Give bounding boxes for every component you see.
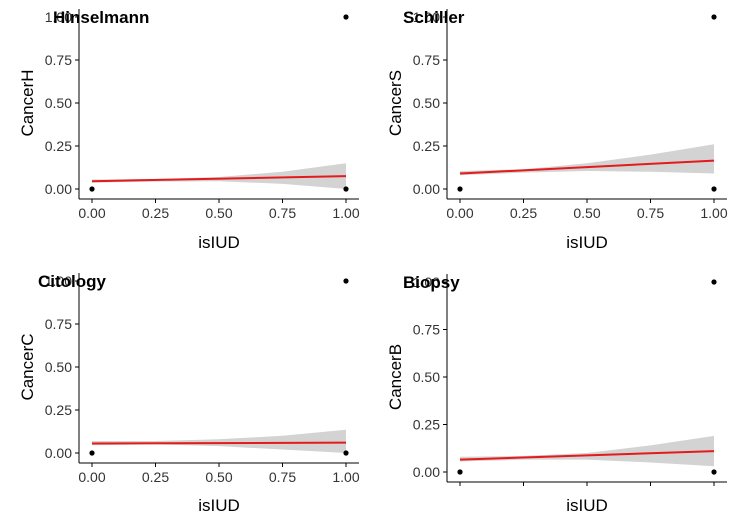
y-tick-label: 1.00: [413, 9, 440, 25]
y-tick-label: 0.00: [413, 464, 440, 480]
fit-line: [91, 175, 347, 183]
panel-biopsy: 0.00 0.25 0.50 0.75 1.00 isIUD CancerB Biopsy: [386, 273, 727, 515]
x-tick-label: 1.00: [332, 205, 359, 221]
x-tick-label: 0.25: [510, 205, 537, 221]
y-tick-label: 0.25: [413, 138, 440, 154]
x-tick-label: 0.75: [269, 469, 296, 485]
y-tick-label: 0.75: [413, 52, 440, 68]
panel-title: Schiller: [403, 8, 465, 27]
confidence-band: [460, 435, 714, 467]
confidence-band: [92, 429, 346, 453]
x-tick-label: 0.75: [269, 205, 296, 221]
x-tick-label: 0.50: [573, 205, 600, 221]
panel-title: Hinselmann: [53, 8, 149, 27]
y-tick-label: 0.50: [45, 359, 72, 375]
y-tick-label: 1.00: [413, 274, 440, 290]
y-tick-label: 0.25: [45, 402, 72, 418]
data-point: [343, 278, 349, 284]
data-point: [711, 186, 717, 192]
y-tick-label: 0.00: [45, 445, 72, 461]
y-tick-label: 0.75: [45, 52, 72, 68]
data-point: [457, 186, 463, 192]
confidence-band: [460, 144, 714, 176]
y-tick-label: 0.75: [45, 316, 72, 332]
x-axis-title: isIUD: [566, 233, 608, 252]
y-axis-title: CancerC: [18, 333, 37, 400]
fit-line: [459, 159, 715, 175]
data-point: [711, 469, 717, 475]
y-tick-label: 0.50: [45, 95, 72, 111]
fit-line: [91, 441, 347, 445]
y-axis-title: CancerH: [18, 69, 37, 136]
y-axis-title: CancerB: [386, 344, 405, 410]
y-axis-title: CancerS: [386, 70, 405, 136]
y-tick-label: 0.00: [45, 181, 72, 197]
y-tick-label: 0.50: [413, 95, 440, 111]
x-tick-label: 1.00: [700, 205, 727, 221]
x-tick-label: 0.25: [142, 205, 169, 221]
data-point: [343, 14, 349, 20]
panel-schiller: 0.00 0.25 0.50 0.75 1.00 0.00 0.25 0.50 0.75 1.00…: [386, 8, 728, 252]
x-tick-label: 0.00: [78, 205, 105, 221]
data-point: [457, 469, 463, 475]
data-point: [89, 186, 95, 192]
data-point: [711, 14, 717, 20]
x-tick-label: 0.00: [446, 205, 473, 221]
x-axis-title: isIUD: [198, 233, 240, 252]
x-tick-label: 1.00: [332, 469, 359, 485]
x-tick-label: 0.75: [637, 205, 664, 221]
y-tick-label: 0.00: [413, 181, 440, 197]
panel-citology: 0.00 0.25 0.50 0.75 1.00 0.00 0.25 0.50 0.75 1.00…: [18, 272, 360, 515]
x-tick-label: 0.50: [205, 205, 232, 221]
x-axis-title: isIUD: [198, 496, 240, 515]
y-tick-label: 1.00: [45, 273, 72, 289]
y-tick-label: 0.50: [413, 369, 440, 385]
data-point: [343, 450, 349, 456]
confidence-band: [92, 163, 346, 189]
panel-title: Citology: [38, 272, 107, 291]
panel-hinselmann: 0.00 0.25 0.50 0.75 1.00 0.00 0.25 0.50 0.75 1.00…: [18, 8, 360, 252]
x-tick-label: 0.25: [142, 469, 169, 485]
y-tick-label: 0.25: [413, 417, 440, 433]
data-point: [343, 186, 349, 192]
x-tick-label: 0.00: [78, 469, 105, 485]
panel-title: Biopsy: [403, 273, 460, 292]
x-tick-label: 0.50: [205, 469, 232, 485]
y-tick-label: 1.00: [45, 9, 72, 25]
data-point: [89, 450, 95, 456]
data-point: [711, 279, 717, 285]
y-tick-label: 0.75: [413, 322, 440, 338]
y-tick-label: 0.25: [45, 138, 72, 154]
x-axis-title: isIUD: [566, 496, 608, 515]
fit-line: [459, 450, 715, 461]
